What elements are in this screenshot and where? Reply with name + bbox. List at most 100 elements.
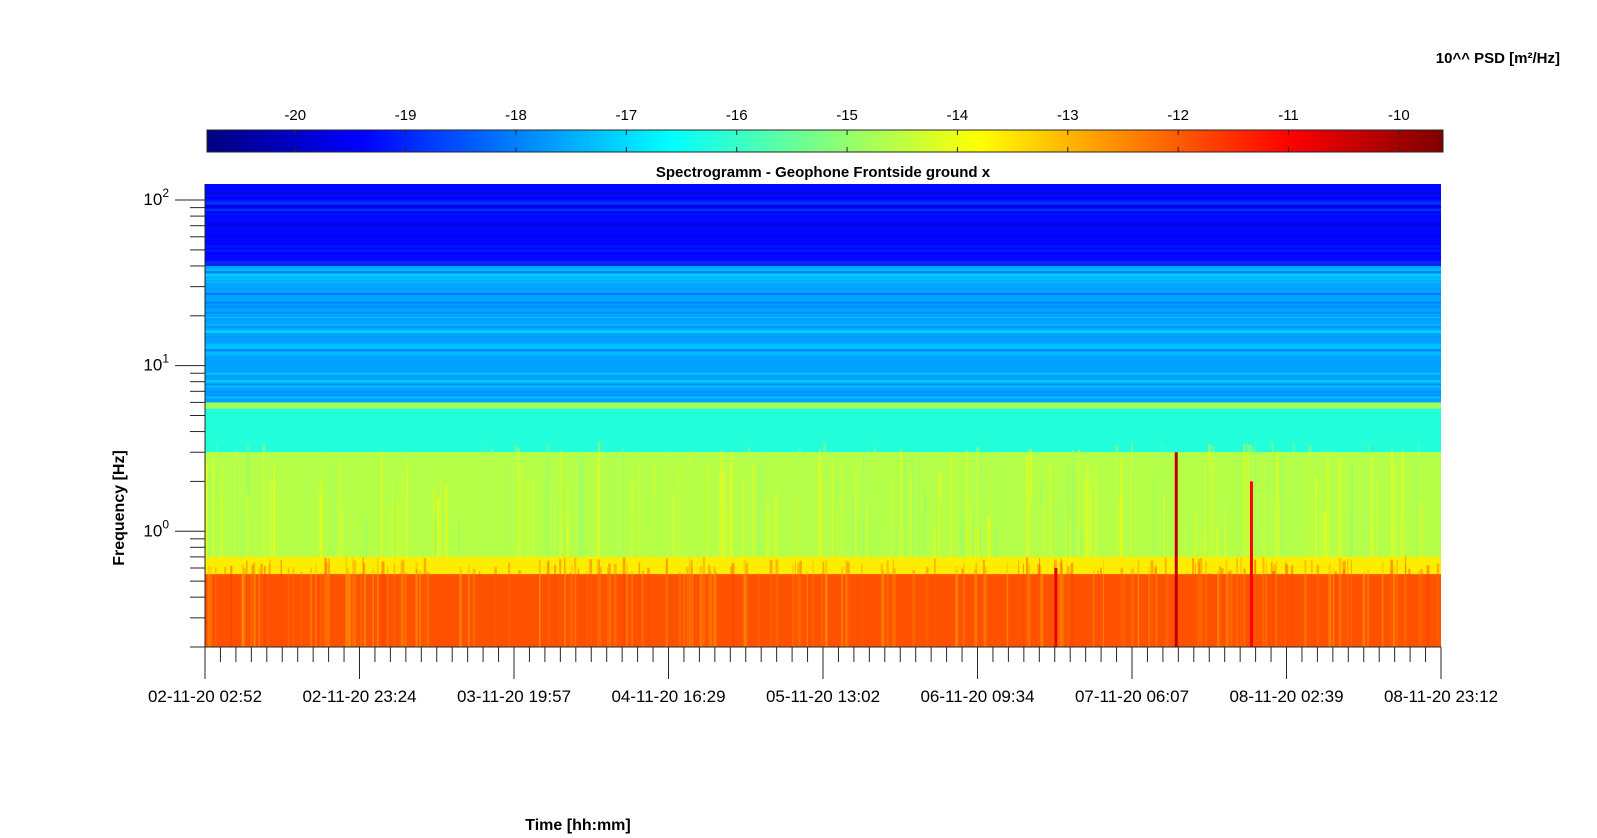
time-streak bbox=[273, 465, 276, 557]
time-streak bbox=[341, 459, 343, 557]
time-streak bbox=[423, 478, 425, 557]
time-streak bbox=[1292, 444, 1295, 557]
time-streak bbox=[666, 559, 669, 647]
time-streak bbox=[845, 560, 848, 647]
harmonic-line bbox=[205, 288, 1441, 290]
time-streak bbox=[241, 564, 244, 647]
time-streak bbox=[1440, 503, 1441, 557]
time-streak bbox=[362, 557, 364, 647]
harmonic-line bbox=[205, 235, 1441, 238]
harmonic-line bbox=[205, 213, 1441, 216]
time-streak bbox=[994, 530, 997, 557]
time-streak bbox=[975, 563, 978, 647]
time-streak bbox=[1281, 455, 1284, 557]
time-streak bbox=[653, 463, 655, 557]
time-streak bbox=[1350, 463, 1353, 557]
time-streak bbox=[415, 562, 418, 647]
time-streak bbox=[742, 476, 745, 557]
transient-events bbox=[1054, 452, 1253, 647]
time-streak bbox=[401, 559, 405, 647]
time-streak bbox=[476, 464, 478, 557]
time-streak bbox=[1061, 505, 1065, 557]
time-streak bbox=[519, 468, 522, 557]
time-streak bbox=[1326, 457, 1328, 557]
harmonic-line bbox=[205, 349, 1441, 352]
time-streak bbox=[1154, 566, 1158, 647]
time-streak bbox=[688, 452, 691, 557]
time-streak bbox=[1254, 559, 1257, 647]
time-streak bbox=[1066, 566, 1070, 647]
time-streak bbox=[1117, 485, 1119, 557]
time-streak bbox=[439, 471, 442, 557]
time-streak bbox=[1030, 501, 1033, 557]
harmonic-line bbox=[205, 261, 1441, 263]
time-streak bbox=[723, 471, 726, 557]
time-streak bbox=[566, 517, 569, 557]
time-streak bbox=[1274, 501, 1277, 557]
harmonic-line bbox=[205, 317, 1441, 319]
frequency-band bbox=[205, 402, 1441, 409]
time-streak bbox=[323, 572, 326, 647]
frequency-band bbox=[205, 452, 1441, 557]
time-streak bbox=[538, 560, 541, 647]
time-streak bbox=[1154, 519, 1156, 557]
time-streak bbox=[599, 566, 602, 647]
time-streak bbox=[445, 483, 448, 557]
time-streak bbox=[1316, 565, 1320, 647]
harmonic-line bbox=[205, 285, 1441, 288]
harmonic-line bbox=[205, 380, 1441, 383]
time-streak bbox=[705, 462, 709, 557]
time-streak bbox=[1348, 512, 1352, 557]
time-streak bbox=[831, 458, 834, 557]
time-streak bbox=[1390, 459, 1394, 557]
time-streak bbox=[1332, 456, 1335, 557]
harmonic-line bbox=[205, 239, 1441, 242]
time-streak bbox=[719, 471, 721, 557]
time-streak bbox=[1364, 463, 1367, 557]
time-streak bbox=[1272, 570, 1275, 647]
time-streak bbox=[863, 456, 865, 557]
harmonic-line bbox=[205, 192, 1441, 195]
harmonic-line bbox=[205, 384, 1441, 387]
harmonic-line bbox=[205, 343, 1441, 347]
time-streak bbox=[1342, 561, 1346, 647]
time-streak bbox=[1343, 571, 1345, 647]
time-streak bbox=[1084, 477, 1087, 557]
harmonic-line bbox=[205, 222, 1441, 225]
time-streak bbox=[1150, 560, 1154, 647]
time-streak bbox=[869, 511, 873, 557]
y-tick-label: 100 bbox=[143, 517, 169, 540]
time-streak bbox=[1131, 441, 1133, 557]
x-axis-label: Time [hh:mm] bbox=[525, 817, 630, 834]
time-streak bbox=[860, 512, 864, 557]
plot-area bbox=[205, 184, 1441, 647]
time-streak bbox=[1117, 453, 1119, 557]
time-streak bbox=[564, 524, 566, 557]
time-streak bbox=[775, 559, 779, 647]
time-streak bbox=[325, 562, 328, 647]
time-streak bbox=[260, 563, 263, 647]
time-streak bbox=[792, 563, 794, 647]
time-streak bbox=[894, 529, 898, 557]
time-streak bbox=[591, 482, 594, 557]
time-streak bbox=[514, 445, 518, 557]
time-streak bbox=[457, 518, 461, 557]
time-streak bbox=[758, 461, 760, 557]
time-streak bbox=[348, 572, 352, 647]
time-streak bbox=[971, 451, 975, 557]
time-streak bbox=[1027, 456, 1030, 557]
time-streak bbox=[745, 563, 749, 647]
time-streak bbox=[208, 473, 211, 557]
time-streak bbox=[868, 472, 872, 557]
time-streak bbox=[682, 455, 684, 557]
time-streak bbox=[820, 573, 824, 647]
time-streak bbox=[1056, 572, 1059, 647]
time-streak bbox=[917, 453, 920, 557]
time-streak bbox=[747, 446, 750, 557]
time-streak bbox=[1037, 563, 1041, 647]
time-streak bbox=[1284, 561, 1287, 647]
time-streak bbox=[494, 567, 497, 647]
time-streak bbox=[1394, 465, 1396, 557]
time-streak bbox=[518, 448, 521, 557]
